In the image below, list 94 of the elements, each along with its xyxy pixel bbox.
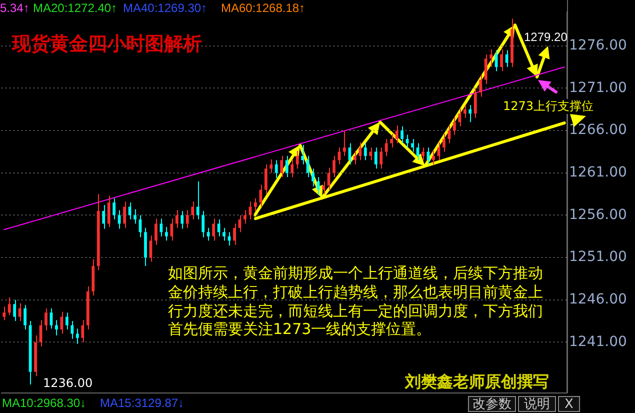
candlestick	[154, 218, 158, 246]
text: MA10:2968.30↓	[2, 396, 86, 411]
candlestick	[196, 180, 200, 220]
candlestick	[494, 50, 498, 72]
candlestick	[270, 158, 273, 174]
candlestick	[458, 108, 462, 127]
annotation: 刘樊鑫老师原创撰写	[405, 372, 549, 392]
candlestick	[206, 227, 210, 242]
candlestick	[222, 227, 226, 242]
annotation: MA20:1272.40↑	[33, 1, 118, 16]
candlestick	[24, 304, 27, 330]
text: 现货黄金四小时图解析	[12, 32, 202, 57]
candlestick	[448, 124, 451, 144]
candlestick	[369, 146, 372, 161]
candlestick	[254, 198, 257, 212]
candlestick	[312, 168, 314, 187]
candlestick	[322, 180, 325, 195]
candlestick	[343, 130, 346, 156]
candlestick	[180, 210, 184, 230]
annotation: MA40:1269.30↑	[123, 1, 208, 16]
annotation: 1279.20	[524, 30, 568, 45]
candlestick	[123, 201, 126, 228]
candlestick	[354, 150, 356, 165]
candlestick	[202, 210, 205, 238]
candlestick	[301, 144, 304, 165]
candlestick	[432, 150, 435, 165]
candlestick	[112, 198, 116, 220]
candlestick	[474, 88, 477, 118]
candlestick	[118, 210, 121, 230]
candlestick	[244, 210, 246, 224]
candlestick	[411, 138, 414, 152]
candlestick	[422, 146, 424, 161]
candlestick	[285, 155, 288, 178]
candlestick	[500, 48, 503, 72]
candlestick	[442, 133, 446, 152]
y-tick-label: 1266.00	[569, 122, 627, 138]
y-tick-label: 1276.00	[569, 38, 627, 54]
y-tick-label: 1271.00	[569, 80, 627, 96]
candlestick	[81, 320, 84, 343]
candlestick	[332, 155, 336, 178]
candlestick	[2, 306, 6, 321]
y-tick-label: 1256.00	[569, 206, 627, 223]
candlestick	[463, 104, 466, 118]
candlestick	[44, 308, 48, 331]
candlestick	[290, 158, 294, 178]
candlestick	[66, 312, 68, 330]
candlestick	[259, 184, 262, 208]
candlestick	[175, 210, 178, 228]
candlestick	[306, 155, 310, 178]
candlestick	[8, 296, 11, 316]
candlestick	[107, 195, 110, 228]
candlestick	[165, 226, 168, 242]
candlestick	[484, 54, 488, 84]
candlestick	[170, 218, 174, 242]
candlestick	[264, 164, 268, 195]
candlestick	[191, 201, 194, 220]
y-tick-label: 1241.00	[569, 334, 627, 350]
candlestick	[479, 74, 482, 98]
candlestick	[55, 320, 58, 336]
y-tick-label: 1246.00	[569, 292, 627, 308]
candlestick	[13, 299, 16, 322]
y-tick-label: 1261.00	[569, 164, 627, 181]
candlestick	[102, 204, 106, 230]
candlestick	[296, 150, 299, 170]
annotation: 1273上行支撑位	[503, 99, 594, 114]
annotation: 5.34↑	[0, 1, 30, 16]
text: MA15:3129.87↓	[100, 396, 184, 411]
text: X	[558, 396, 580, 412]
candlestick	[280, 155, 284, 178]
candlestick	[358, 142, 362, 161]
candlestick	[374, 146, 378, 170]
candlestick	[395, 124, 398, 144]
candlestick	[212, 218, 216, 242]
y-tick-label: 1251.00	[569, 249, 627, 266]
candlestick	[18, 302, 22, 322]
candlestick	[76, 328, 79, 344]
text: 说明	[518, 396, 556, 412]
text: 改参数	[468, 396, 516, 412]
candlestick	[490, 48, 493, 68]
candlestick	[233, 223, 236, 246]
candlestick	[274, 160, 278, 178]
annotation: 如图所示，黄金前期形成一个上行通道线，后续下方推动金价持续上行，打破上行趋势线，那么也表明目前黄金上行力度还未走完，而短线上有一定的回调力度，下方我们首先便需要关注1273一线的支撑位置。	[168, 264, 544, 339]
candlestick	[380, 146, 383, 170]
annotation: 1236.00	[43, 376, 93, 391]
candlestick	[186, 210, 189, 228]
candlestick	[70, 320, 74, 340]
candlestick	[400, 126, 404, 144]
candlestick	[390, 133, 394, 148]
candlestick	[134, 208, 136, 224]
candlestick	[364, 142, 367, 161]
candlestick	[384, 138, 388, 156]
annotation: MA60:1268.18↑	[221, 1, 306, 16]
candlestick	[468, 104, 472, 123]
candlestick	[452, 116, 456, 136]
